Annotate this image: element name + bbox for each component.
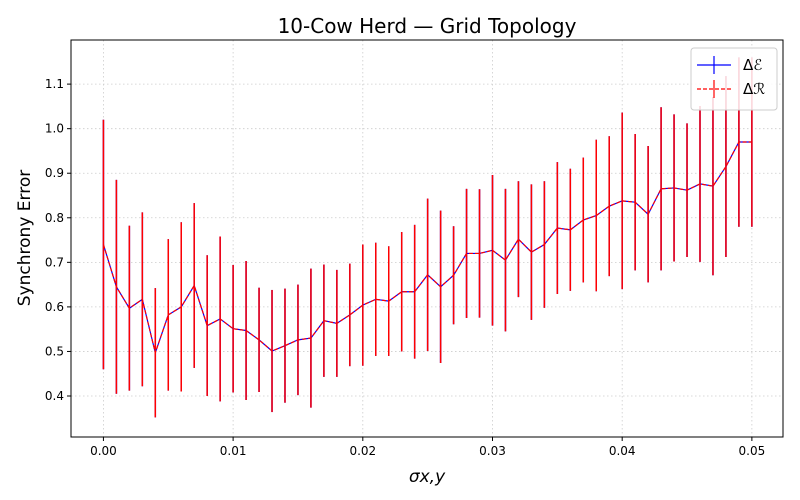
y-tick-label: 0.8 bbox=[45, 211, 64, 225]
chart-title: 10-Cow Herd — Grid Topology bbox=[278, 14, 577, 38]
y-tick-label: 0.4 bbox=[45, 389, 64, 403]
x-tick-label: 0.03 bbox=[479, 444, 506, 458]
y-tick-label: 0.5 bbox=[45, 344, 64, 358]
x-tick-label: 0.00 bbox=[90, 444, 117, 458]
y-tick-label: 0.6 bbox=[45, 300, 64, 314]
plot-frame bbox=[70, 39, 784, 438]
series-line bbox=[102, 141, 752, 355]
y-tick-label: 0.7 bbox=[45, 255, 64, 269]
series bbox=[102, 57, 753, 418]
x-axis-label: σx,y bbox=[409, 467, 446, 487]
x-tick-label: 0.04 bbox=[609, 444, 636, 458]
legend-label: Δℰ bbox=[743, 56, 762, 74]
y-tick-label: 0.9 bbox=[45, 166, 64, 180]
y-axis-label: Synchrony Error bbox=[15, 170, 35, 306]
legend-label: Δℛ bbox=[743, 80, 765, 98]
x-tick-label: 0.02 bbox=[349, 444, 376, 458]
x-tick-label: 0.05 bbox=[739, 444, 766, 458]
legend-box bbox=[690, 47, 778, 111]
y-tick-label: 1.1 bbox=[45, 77, 64, 91]
x-tick-label: 0.01 bbox=[220, 444, 247, 458]
y-tick-label: 1.0 bbox=[45, 122, 64, 136]
legend: Δℰ Δℛ bbox=[690, 47, 778, 111]
